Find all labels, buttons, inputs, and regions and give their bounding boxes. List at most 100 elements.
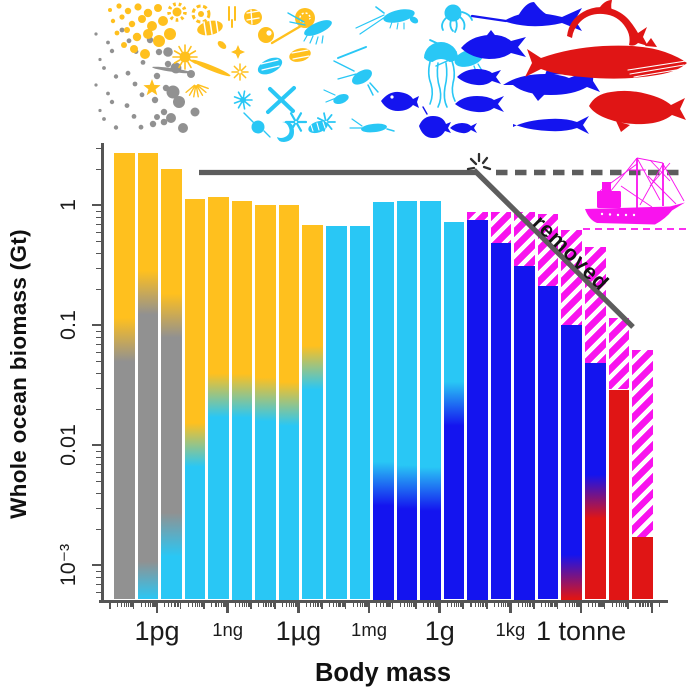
x-axis-minor-tick — [129, 602, 131, 607]
x-axis-minor-tick — [436, 602, 438, 607]
x-axis-tick — [556, 602, 559, 610]
x-axis-minor-tick — [521, 602, 523, 607]
y-axis-minor-tick — [96, 481, 102, 483]
x-axis-minor-tick — [461, 602, 463, 607]
x-axis-minor-tick — [296, 602, 298, 607]
removed-biomass-hatch — [632, 349, 653, 538]
break-spark-icon — [466, 152, 492, 171]
x-axis-minor-tick — [649, 602, 651, 607]
x-axis-minor-tick — [611, 602, 613, 607]
removed-biomass-hatch — [467, 211, 488, 220]
biomass-bar — [325, 225, 347, 600]
marine-mammal-icons — [525, 0, 687, 132]
x-axis-minor-tick — [592, 602, 594, 607]
biomass-bar — [420, 201, 441, 600]
x-axis-minor-tick — [625, 602, 628, 607]
x-axis-minor-tick — [501, 602, 503, 607]
x-axis-minor-tick — [403, 602, 405, 607]
y-axis-minor-tick — [96, 216, 102, 218]
x-axis-minor-tick — [446, 602, 448, 607]
biomass-bar — [632, 537, 653, 600]
x-axis-minor-tick — [244, 602, 246, 607]
biomass-bar — [255, 205, 276, 600]
x-axis-tick — [627, 602, 630, 610]
x-axis-minor-tick — [390, 602, 392, 607]
x-axis-minor-tick — [639, 602, 641, 607]
x-axis-minor-tick — [380, 602, 382, 607]
y-axis-minor-tick — [96, 507, 102, 510]
x-axis-minor-tick — [553, 602, 556, 607]
x-axis-minor-tick — [399, 602, 401, 607]
x-axis-minor-tick — [343, 602, 345, 607]
x-axis-minor-tick — [387, 602, 389, 607]
y-axis-minor-tick — [96, 570, 102, 572]
x-axis-minor-tick — [336, 602, 338, 607]
y-axis-tick — [92, 563, 102, 567]
x-axis-minor-tick — [117, 602, 119, 607]
y-axis-minor-tick — [96, 471, 102, 473]
x-axis-minor-tick — [171, 602, 173, 607]
x-axis-minor-tick — [124, 602, 126, 607]
biomass-bar — [490, 243, 512, 600]
x-tick-label: 1ng — [212, 619, 244, 640]
x-axis-tick — [415, 602, 418, 610]
x-axis-tick — [579, 602, 583, 613]
x-axis-minor-tick — [528, 602, 530, 607]
x-axis-minor-tick — [234, 602, 236, 607]
x-axis-minor-tick — [517, 602, 519, 607]
x-axis-minor-tick — [578, 602, 580, 607]
x-axis-minor-tick — [571, 602, 573, 607]
x-axis-minor-tick — [121, 602, 123, 607]
x-axis-minor-tick — [220, 602, 222, 607]
y-tick-label: 0.1 — [55, 310, 80, 340]
biomass-bar — [349, 225, 371, 600]
y-axis-minor-tick — [96, 336, 102, 338]
x-axis-tick — [226, 602, 229, 613]
x-tick-label: 1g — [424, 616, 455, 646]
x-axis-minor-tick — [198, 602, 201, 607]
x-axis-minor-tick — [173, 602, 175, 607]
x-axis-minor-tick — [271, 602, 273, 607]
x-axis-minor-tick — [506, 602, 508, 607]
x-axis-minor-tick — [575, 602, 578, 607]
x-axis-minor-tick — [410, 602, 413, 607]
x-axis-tick — [297, 602, 300, 613]
x-axis-minor-tick — [294, 602, 296, 607]
x-axis-minor-tick — [319, 602, 321, 607]
removed-biomass-hatch — [608, 318, 630, 390]
x-axis-minor-tick — [434, 602, 436, 607]
y-axis-minor-tick — [96, 361, 102, 363]
fish-icons — [381, 2, 600, 138]
biomass-bar — [137, 153, 159, 600]
y-axis-minor-tick — [96, 330, 102, 332]
x-axis-minor-tick — [644, 602, 646, 607]
x-axis-tick — [462, 602, 465, 610]
x-axis-tick — [273, 602, 276, 610]
y-tick-label: 1 — [55, 199, 80, 211]
x-axis-minor-tick — [289, 602, 291, 607]
x-axis-minor-tick — [385, 602, 387, 607]
x-axis-minor-tick — [361, 602, 364, 607]
x-axis-minor-tick — [269, 602, 271, 607]
y-axis-minor-tick — [96, 210, 102, 212]
x-axis-minor-tick — [477, 602, 479, 607]
x-axis-minor-tick — [621, 602, 623, 607]
x-axis-tick — [155, 602, 159, 613]
y-axis-minor-tick — [96, 223, 102, 225]
x-axis-tick — [109, 602, 111, 610]
x-axis-minor-tick — [356, 602, 358, 607]
biomass-bar — [537, 286, 559, 600]
x-axis-minor-tick — [531, 602, 533, 607]
x-axis-minor-tick — [218, 602, 220, 607]
x-axis-minor-tick — [458, 602, 460, 607]
x-axis-tick — [179, 602, 182, 610]
biomass-bar — [396, 200, 418, 600]
x-axis-minor-tick — [286, 602, 288, 607]
x-axis-minor-tick — [291, 602, 293, 607]
x-axis-minor-tick — [140, 602, 142, 607]
biomass-bar — [278, 205, 300, 600]
x-axis-minor-tick — [430, 602, 432, 607]
x-tick-label: 1mg — [351, 619, 388, 640]
x-axis-minor-tick — [340, 602, 342, 607]
x-axis-minor-tick — [383, 602, 385, 607]
